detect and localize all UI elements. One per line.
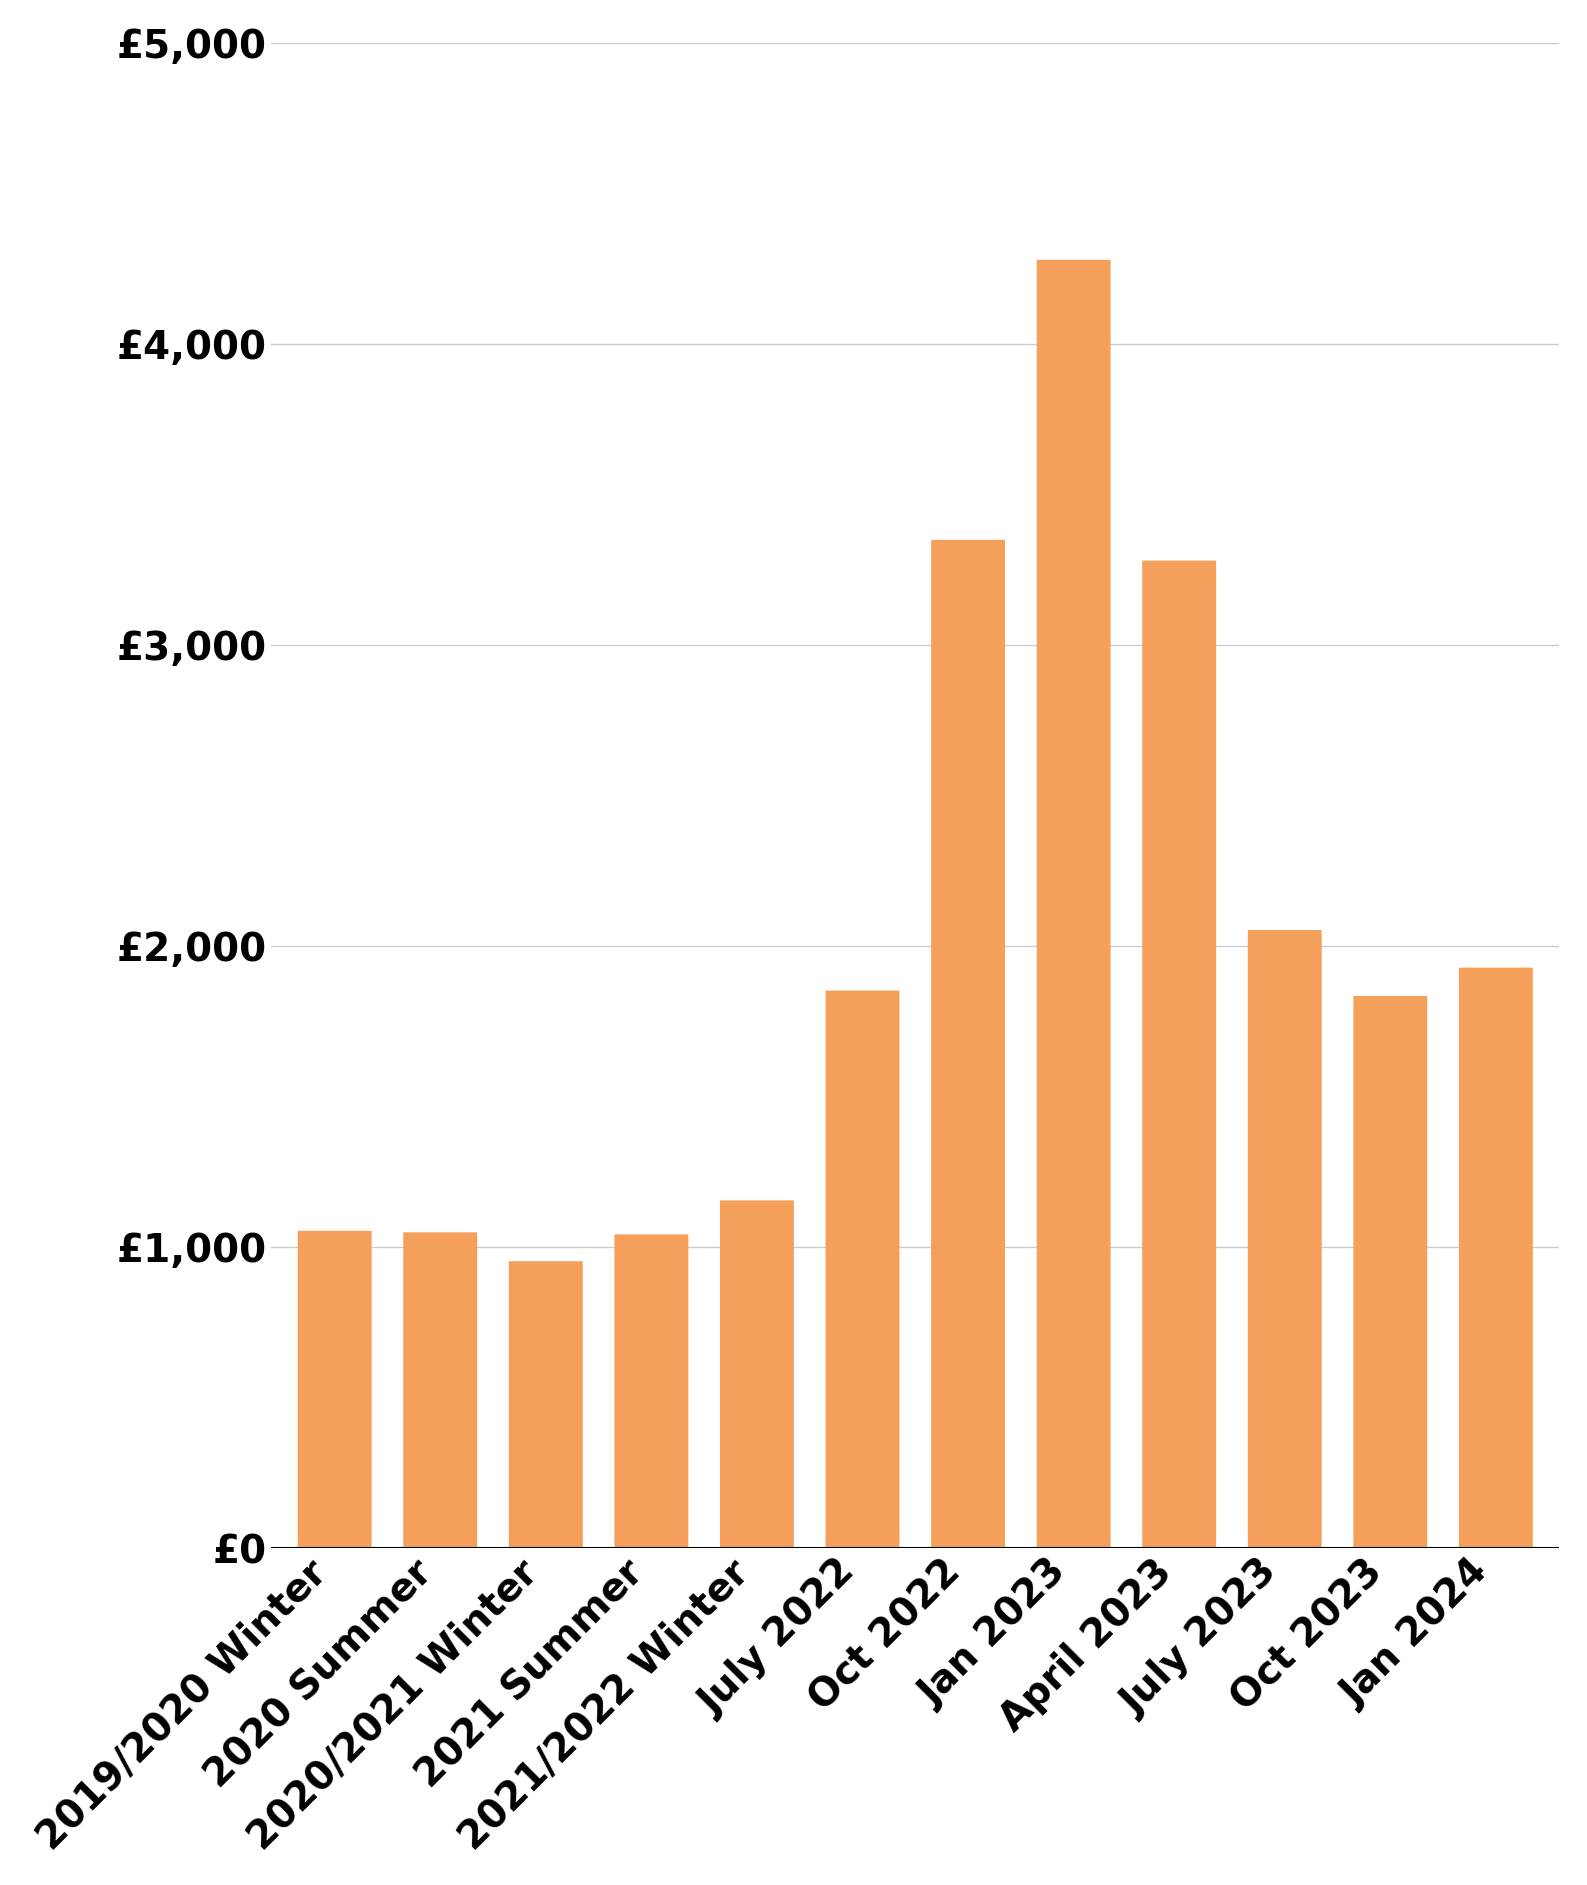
FancyBboxPatch shape bbox=[932, 539, 1005, 1548]
FancyBboxPatch shape bbox=[298, 1231, 371, 1548]
FancyBboxPatch shape bbox=[509, 1261, 582, 1548]
FancyBboxPatch shape bbox=[1458, 967, 1533, 1548]
FancyBboxPatch shape bbox=[403, 1233, 478, 1548]
FancyBboxPatch shape bbox=[825, 990, 900, 1548]
FancyBboxPatch shape bbox=[1247, 929, 1322, 1548]
FancyBboxPatch shape bbox=[1354, 995, 1427, 1548]
FancyBboxPatch shape bbox=[720, 1201, 794, 1548]
FancyBboxPatch shape bbox=[614, 1235, 689, 1548]
FancyBboxPatch shape bbox=[1143, 560, 1216, 1548]
FancyBboxPatch shape bbox=[1036, 260, 1111, 1548]
